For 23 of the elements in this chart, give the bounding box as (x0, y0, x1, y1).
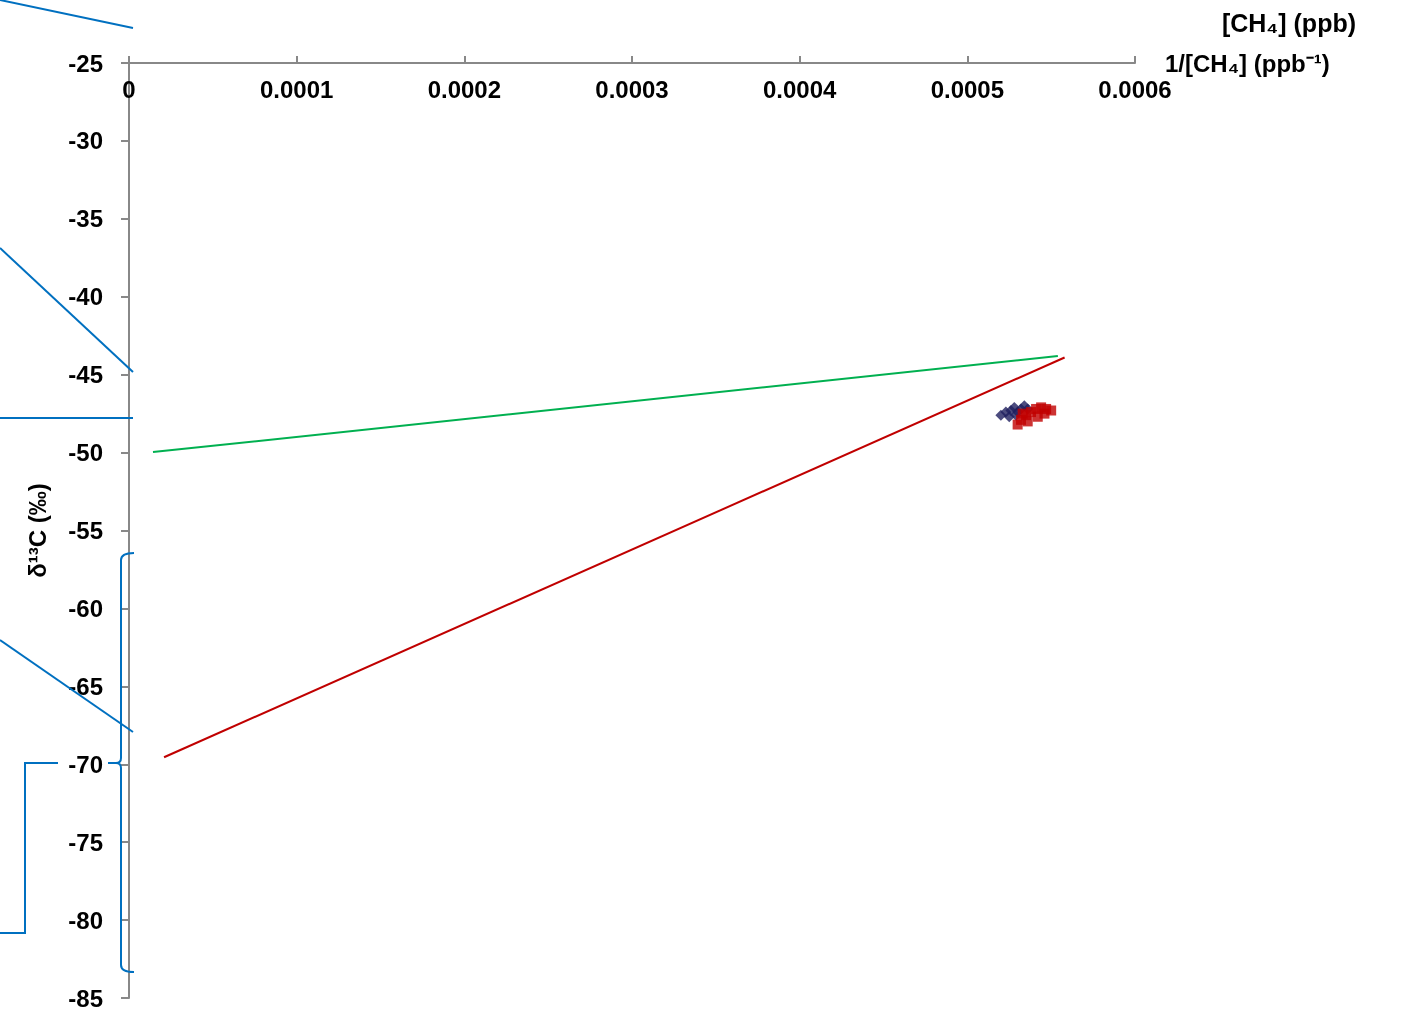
x-tick-label: 0.0004 (762, 75, 838, 103)
y-tick-label: -60 (68, 594, 103, 622)
x-axis-title: 1/[CH₄] (ppb⁻¹) (1165, 49, 1330, 77)
x-tick-label: 0.0003 (595, 75, 669, 103)
y-tick-label: -55 (68, 517, 103, 544)
y-axis-title: δ¹³C (‰) (23, 483, 51, 578)
text: [CH₄] (ppb) (1221, 8, 1357, 37)
x-tick-label: 0.0001 (259, 75, 334, 103)
y-tick-label: -45 (68, 361, 103, 389)
x-tick-label: 0.0002 (427, 75, 502, 103)
y-tick-label: -35 (68, 205, 103, 233)
y-tick-label: -65 (68, 672, 103, 700)
y-tick-label: -40 (68, 283, 103, 311)
y-tick-label: -25 (68, 49, 103, 77)
y-tick-label: -70 (68, 750, 103, 778)
y-tick-label: -30 (68, 127, 103, 155)
y-tick-label: -80 (68, 906, 103, 934)
x-tick-label: 0 (122, 75, 136, 103)
y-tick-label: -75 (68, 828, 103, 856)
y-tick-label: -50 (68, 439, 103, 467)
y-tick-label: -85 (68, 984, 103, 1012)
x-tick-label: 0.0005 (930, 75, 1005, 103)
x-tick-label: 0.0006 (1098, 75, 1172, 103)
